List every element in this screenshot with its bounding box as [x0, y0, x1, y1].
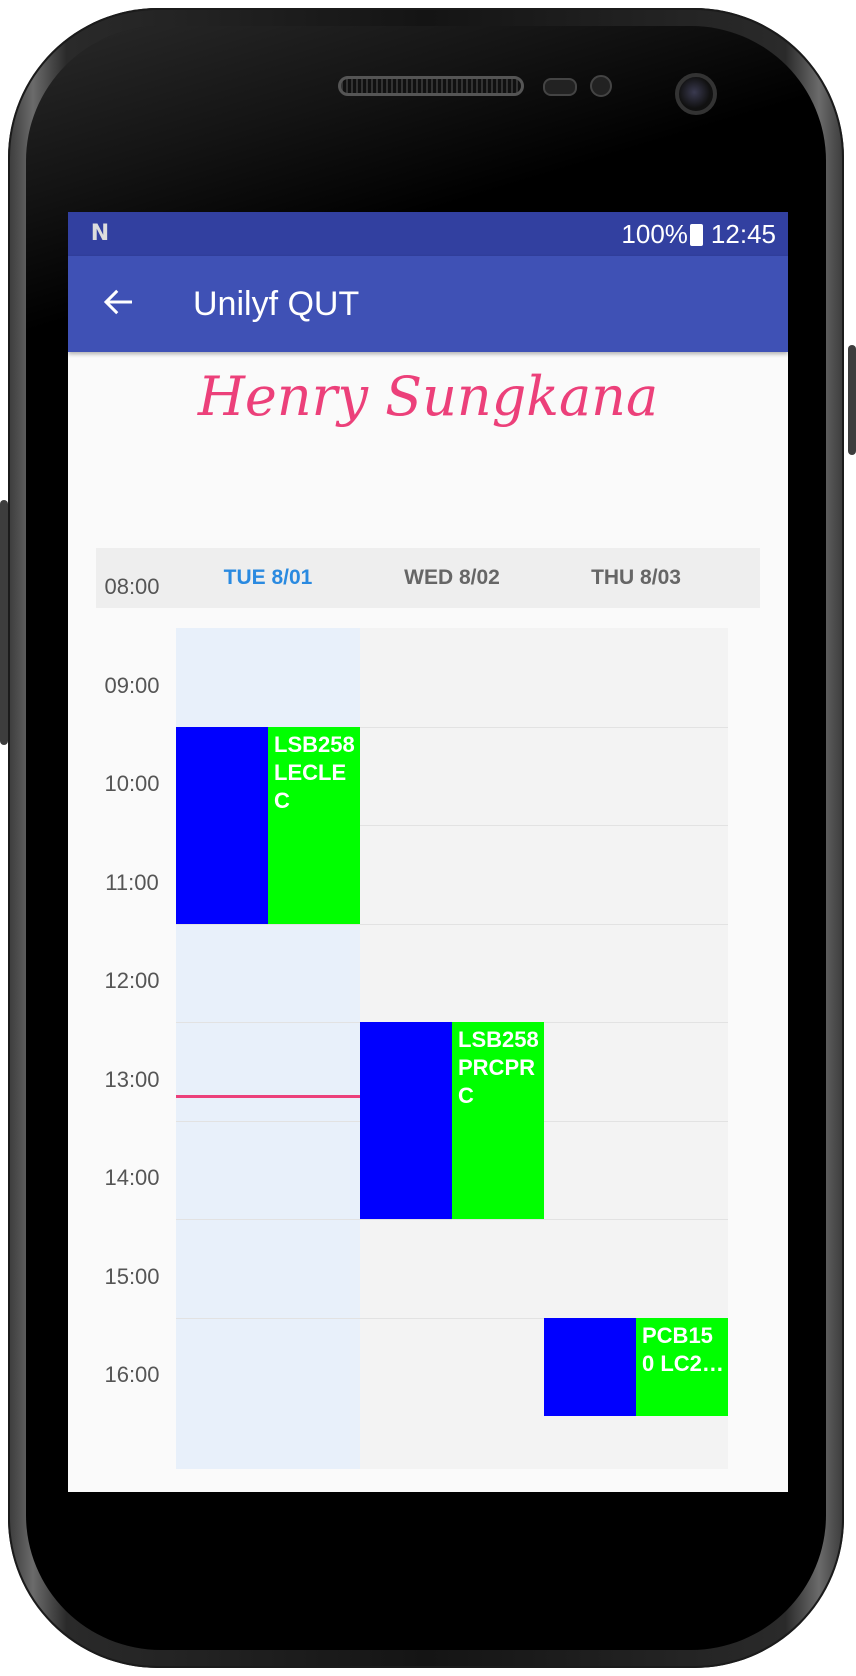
hour-gridline [544, 1219, 728, 1220]
hour-gridline [176, 1317, 360, 1319]
time-label: 09:00 [104, 672, 160, 698]
status-right: 100% 12:45 [621, 220, 776, 248]
time-label: 11:00 [105, 869, 159, 895]
notification-n-icon: N [90, 221, 110, 246]
event-label: PCB150 LC2… [636, 1317, 728, 1416]
user-name: Henry Sungkana [197, 365, 659, 428]
hour-gridline [360, 726, 544, 728]
time-label: 14:00 [104, 1165, 160, 1190]
hour-gridline [360, 825, 544, 826]
clock: 12:45 [710, 219, 776, 249]
time-label: 10:00 [104, 771, 160, 796]
time-label: 15:00 [104, 1263, 160, 1289]
day-header-thu[interactable]: THU 8/03 [591, 566, 681, 589]
power-button [848, 345, 856, 455]
hour-gridline [360, 923, 544, 925]
hour-gridline [544, 726, 728, 728]
earpiece-speaker [338, 76, 524, 96]
hour-gridline [176, 1219, 360, 1220]
event-color-block [360, 1022, 452, 1219]
hour-gridline [176, 1120, 360, 1122]
time-label: 12:00 [104, 968, 160, 993]
battery-charging-icon [689, 224, 703, 246]
hour-gridline [360, 1317, 544, 1319]
day-column-thu[interactable]: PCB150 LC2… [544, 628, 728, 1469]
time-label: 13:00 [104, 1066, 160, 1092]
hour-gridline [176, 923, 360, 925]
event-label: LSB258 PRCPRC [452, 1022, 544, 1219]
hour-gridline [544, 1120, 728, 1122]
hour-gridline [544, 825, 728, 826]
day-column-tue[interactable]: LSB258 LECLEC [176, 628, 360, 1469]
hour-gridline [544, 1022, 728, 1023]
app-screen: N 100% 12:45 Unilyf QUT Henry Sungkana TU… [68, 212, 788, 1492]
light-sensor [590, 75, 612, 97]
calendar-event[interactable]: PCB150 LC2… [544, 1317, 728, 1416]
time-label: 16:00 [104, 1362, 160, 1387]
proximity-sensor [543, 78, 577, 96]
app-bar: Unilyf QUT [68, 256, 788, 352]
calendar-event[interactable]: LSB258 PRCPRC [360, 1022, 544, 1219]
app-title: Unilyf QUT [193, 285, 360, 323]
day-column-wed[interactable]: LSB258 PRCPRC [360, 628, 544, 1469]
event-label: LSB258 LECLEC [268, 726, 360, 924]
time-label: 08:00 [104, 574, 160, 599]
event-color-block [176, 726, 268, 924]
event-color-block [544, 1317, 636, 1416]
hour-gridline [544, 923, 728, 925]
status-bar: N 100% 12:45 [68, 212, 788, 256]
arrow-left-icon[interactable] [98, 282, 138, 322]
hour-gridline [360, 1219, 544, 1220]
week-header: TUE 8/01 WED 8/02 THU 8/03 [96, 548, 760, 608]
day-header-tue[interactable]: TUE 8/01 [223, 566, 313, 589]
front-camera [675, 73, 717, 115]
hour-gridline [176, 1022, 360, 1023]
battery-percent: 100% [621, 219, 688, 249]
calendar-event[interactable]: LSB258 LECLEC [176, 726, 360, 924]
volume-button [0, 500, 8, 745]
day-header-wed[interactable]: WED 8/02 [404, 566, 500, 589]
current-time-indicator [176, 1094, 360, 1098]
